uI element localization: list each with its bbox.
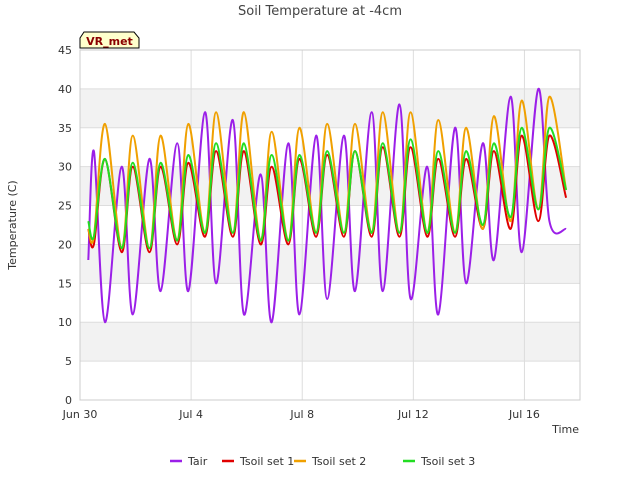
x-tick-label: Jul 16 [508,408,540,421]
station-badge: VR_met [79,31,140,49]
legend-item: Tsoil set 3 [403,455,475,468]
y-tick-label: 25 [58,200,72,213]
legend-item: Tsoil set 1 [222,455,294,468]
y-tick-label: 40 [58,83,72,96]
x-tick-label: Jun 30 [62,408,98,421]
series-layer [87,87,568,324]
legend: Tair Tsoil set 1 Tsoil set 2 Tsoil set 3 [170,455,475,468]
y-tick-label: 45 [58,44,72,57]
y-tick-label: 15 [58,277,72,290]
x-tick-label: Jul 8 [289,408,314,421]
legend-label: Tsoil set 3 [420,455,475,468]
station-badge-label: VR_met [86,35,133,48]
y-tick-label: 20 [58,238,72,251]
legend-item: Tsoil set 2 [294,455,366,468]
plot-background-bands [80,88,580,362]
x-tick-label: Jul 12 [397,408,429,421]
y-tick-label: 5 [65,355,72,368]
series-line-tsoil-set-2 [87,95,568,250]
y-tick-label: 35 [58,122,72,135]
series-line-tair [87,87,567,324]
series-line-tsoil-set-3 [87,126,568,250]
plot-frame [79,49,581,401]
legend-label: Tsoil set 1 [239,455,294,468]
x-tick-label: Jul 4 [178,408,203,421]
y-tick-label: 0 [65,394,72,407]
legend-label: Tair [187,455,208,468]
y-axis-title: Temperature (C) [6,180,19,270]
y-tick-label: 10 [58,316,72,329]
legend-item: Tair [170,455,208,468]
x-axis-title: Time [551,423,579,436]
station-badge-shape [79,31,140,49]
y-tick-labels: 0 5 10 15 20 25 30 35 40 45 [58,44,72,407]
y-tick-label: 30 [58,161,72,174]
plot-band [80,88,580,128]
x-tick-labels: Jun 30 Jul 4 Jul 8 Jul 12 Jul 16 [62,408,540,421]
chart-title: Soil Temperature at -4cm [238,4,402,19]
plot-band [80,322,580,362]
legend-label: Tsoil set 2 [311,455,366,468]
